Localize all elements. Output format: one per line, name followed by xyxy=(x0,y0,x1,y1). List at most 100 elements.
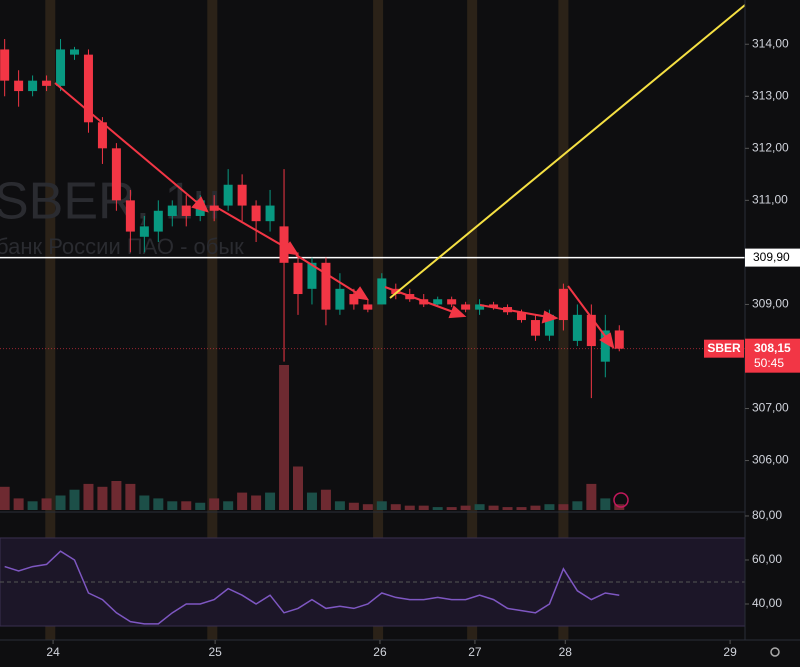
price-label: 308,15 xyxy=(754,341,791,355)
candle-body xyxy=(517,312,526,321)
volume-bar xyxy=(446,507,457,510)
x-tick-label: 25 xyxy=(208,645,222,659)
candle-body xyxy=(349,294,359,305)
volume-bar xyxy=(251,495,262,510)
volume-bar xyxy=(237,492,248,510)
volume-bar xyxy=(586,483,597,510)
trend-arrow xyxy=(479,304,549,318)
volume-bar xyxy=(223,501,234,510)
y-tick-label: 309,00 xyxy=(752,297,789,311)
candle-body xyxy=(56,49,66,86)
axes: 306,00 307,00 309,00 311,00 312,00 313,00 314,… xyxy=(46,36,800,659)
volume-bar xyxy=(111,481,122,510)
volume-bar xyxy=(376,501,387,510)
candle-body xyxy=(42,80,52,86)
symbol-label-box xyxy=(704,339,744,358)
volume-bar xyxy=(348,502,359,510)
candle-body xyxy=(363,304,373,310)
watermark-name: банк России ПАО - обык xyxy=(0,234,244,259)
candle-body xyxy=(433,299,443,305)
volume-bar xyxy=(13,498,24,510)
candle-body xyxy=(223,184,233,206)
price-label-box xyxy=(745,338,800,373)
hline-label: 309,90 xyxy=(753,250,790,264)
y-tick-label: 311,00 xyxy=(752,193,788,207)
y-tick-label: 306,00 xyxy=(752,453,789,467)
candle-body xyxy=(586,314,596,347)
y-tick-label: 307,00 xyxy=(752,401,789,415)
volume-bar xyxy=(55,495,66,510)
volume-bar xyxy=(488,505,499,510)
candle-body xyxy=(209,205,219,211)
volume-bar xyxy=(209,498,220,510)
y-tick-label: 313,00 xyxy=(752,88,789,102)
candle-body xyxy=(167,205,177,216)
x-tick-label: 29 xyxy=(723,645,737,659)
volume-bar xyxy=(572,501,583,510)
candle-body xyxy=(237,184,247,206)
candle-body xyxy=(335,288,345,310)
volume-bar xyxy=(265,492,276,510)
candle-body xyxy=(70,49,79,55)
candle-body xyxy=(139,226,149,237)
x-tick-label: 24 xyxy=(46,645,60,659)
volume-bar xyxy=(320,489,331,510)
volume-bar xyxy=(153,498,164,510)
volume-bar xyxy=(27,501,38,510)
volume-bar xyxy=(558,504,569,510)
rsi-tick-label: 60,00 xyxy=(752,552,782,566)
settings-icon[interactable] xyxy=(770,647,780,657)
trend-arrow xyxy=(567,285,609,341)
volume-bar xyxy=(600,498,611,510)
candle-body xyxy=(125,200,135,232)
volume-bar xyxy=(502,507,513,510)
volume-bar xyxy=(167,501,178,510)
arrow-head xyxy=(281,241,300,256)
volume-bar xyxy=(97,486,108,510)
countdown: 50:45 xyxy=(754,356,784,370)
candle-body xyxy=(251,205,261,222)
candle-body xyxy=(544,314,554,336)
candle-body xyxy=(83,54,93,123)
volume-bar xyxy=(432,507,443,510)
y-tick-label: 312,00 xyxy=(752,140,789,154)
y-tick-label: 314,00 xyxy=(752,36,789,50)
hline-label-box xyxy=(745,248,800,267)
candle-body xyxy=(489,304,499,308)
candle-body xyxy=(447,299,457,305)
volume-bar xyxy=(293,466,303,510)
candle-body xyxy=(153,210,163,232)
arrow-head xyxy=(541,310,559,324)
volume-bar xyxy=(125,483,136,510)
arrow-head xyxy=(448,305,467,319)
candle-body xyxy=(461,304,471,310)
candle-body xyxy=(600,330,610,362)
volume-bar xyxy=(83,483,94,510)
volume-bar xyxy=(390,504,401,510)
candle-body xyxy=(321,262,331,310)
trend-line xyxy=(389,4,746,299)
volume-bar xyxy=(362,504,373,510)
candle-body xyxy=(558,288,568,321)
volume-bar xyxy=(139,495,150,510)
rsi-tick-label: 80,00 xyxy=(752,508,782,522)
lightning-icon xyxy=(613,492,629,508)
candle-body xyxy=(572,314,582,341)
arrow-head xyxy=(599,332,615,350)
candle-body xyxy=(475,304,485,310)
x-tick-label: 28 xyxy=(559,645,573,659)
arrow-head xyxy=(351,286,370,301)
volume-bar xyxy=(530,505,541,510)
volume-bar xyxy=(516,507,527,510)
volume-bar xyxy=(41,498,52,510)
rsi-line xyxy=(4,550,620,625)
session-band xyxy=(207,0,218,640)
candle-body xyxy=(530,320,540,336)
candle-body xyxy=(14,80,24,92)
arrow-head xyxy=(191,196,209,213)
session-band xyxy=(373,0,384,640)
volume-bar xyxy=(334,501,345,510)
candle-body xyxy=(614,330,624,349)
session-band xyxy=(467,0,478,640)
